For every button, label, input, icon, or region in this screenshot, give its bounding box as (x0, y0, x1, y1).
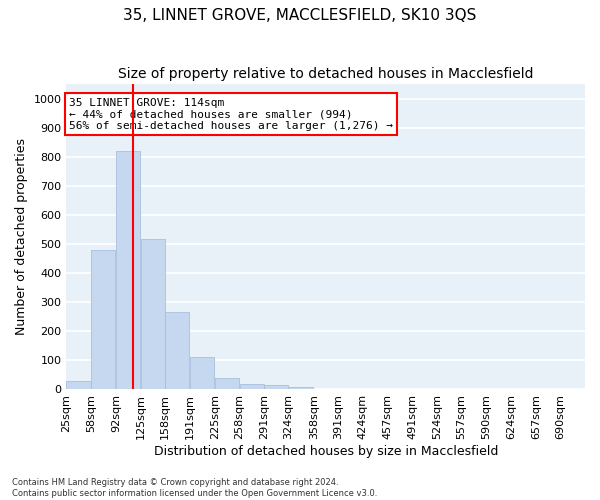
X-axis label: Distribution of detached houses by size in Macclesfield: Distribution of detached houses by size … (154, 444, 498, 458)
Title: Size of property relative to detached houses in Macclesfield: Size of property relative to detached ho… (118, 68, 533, 82)
Bar (165, 312, 190, 389)
Bar (190, 357, 214, 389)
Text: 35 LINNET GROVE: 114sqm
← 44% of detached houses are smaller (994)
56% of semi-d: 35 LINNET GROVE: 114sqm ← 44% of detache… (69, 98, 393, 131)
Bar (215, 378, 239, 389)
Bar (67, 381, 91, 389)
Bar (264, 385, 288, 389)
Text: 35, LINNET GROVE, MACCLESFIELD, SK10 3QS: 35, LINNET GROVE, MACCLESFIELD, SK10 3QS (124, 8, 476, 22)
Bar (91, 250, 115, 389)
Y-axis label: Number of detached properties: Number of detached properties (15, 138, 28, 335)
Text: Contains HM Land Registry data © Crown copyright and database right 2024.
Contai: Contains HM Land Registry data © Crown c… (12, 478, 377, 498)
Bar (141, 240, 165, 389)
Bar (289, 386, 313, 389)
Bar (239, 384, 263, 389)
Bar (116, 151, 140, 389)
